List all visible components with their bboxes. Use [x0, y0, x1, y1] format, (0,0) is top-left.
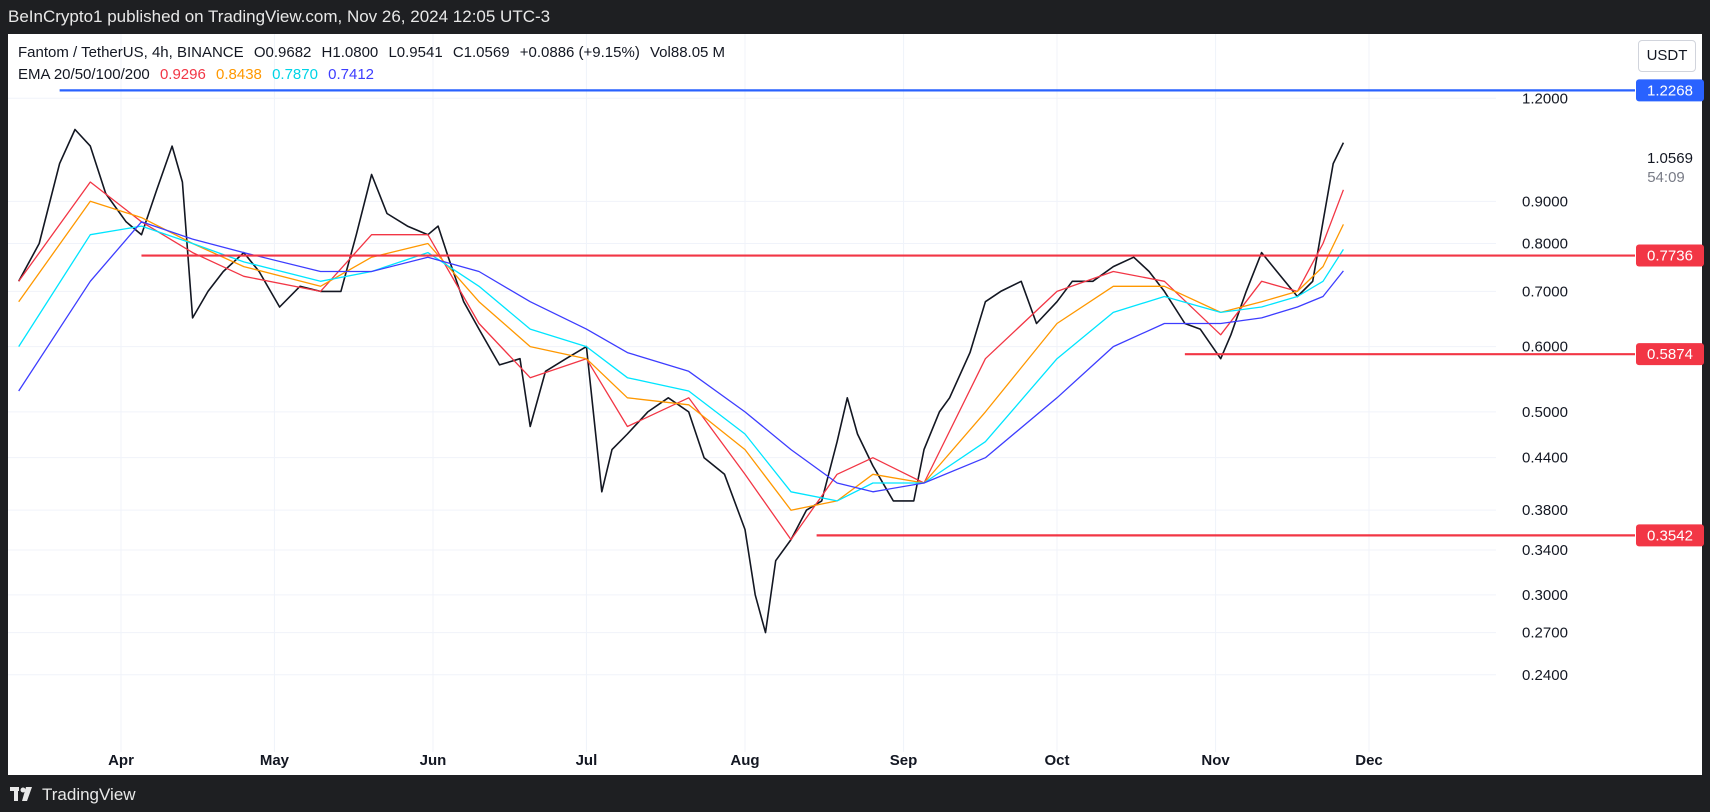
x-tick-label: Jul	[576, 752, 598, 769]
y-tick-label: 0.7000	[1522, 283, 1568, 300]
price-series-line	[17, 128, 1345, 634]
x-tick-label: Oct	[1044, 752, 1069, 769]
level-price-tag	[1636, 524, 1704, 547]
ema100-value: 0.7870	[272, 66, 318, 83]
level-price-label: 1.2268	[1647, 82, 1693, 99]
legend-line-ema: EMA 20/50/100/200 0.9296 0.8438 0.7870 0…	[18, 64, 731, 86]
level-price-label: 0.5874	[1647, 346, 1693, 363]
current-price-label: 1.0569	[1647, 150, 1693, 167]
ema-series-line	[18, 200, 1344, 511]
currency-button[interactable]: USDT	[1638, 40, 1696, 72]
chart-legend: Fantom / TetherUS, 4h, BINANCE O0.9682 H…	[18, 42, 731, 86]
y-tick-label: 1.2000	[1522, 90, 1568, 107]
y-tick-label: 0.2700	[1522, 625, 1568, 642]
tradingview-logo[interactable]: TradingView	[10, 778, 136, 812]
legend-line-ohlc: Fantom / TetherUS, 4h, BINANCE O0.9682 H…	[18, 42, 731, 64]
y-tick-label: 0.4400	[1522, 450, 1568, 467]
level-price-label: 0.7736	[1647, 248, 1693, 265]
publish-header: BeInCrypto1 published on TradingView.com…	[0, 0, 1710, 34]
open-value: O0.9682	[253, 44, 312, 61]
chart-panel[interactable]	[8, 34, 1702, 775]
y-tick-label: 0.5000	[1522, 404, 1568, 421]
x-tick-label: Apr	[108, 752, 134, 769]
level-price-tag	[1636, 244, 1704, 267]
y-tick-label: 0.6000	[1522, 339, 1568, 356]
publish-text: BeInCrypto1 published on TradingView.com…	[8, 7, 551, 26]
x-tick-label: Dec	[1355, 752, 1383, 769]
symbol-label[interactable]: Fantom / TetherUS, 4h, BINANCE	[18, 44, 244, 61]
ema200-value: 0.7412	[328, 66, 375, 83]
tradingview-icon	[10, 787, 32, 801]
brand-label: TradingView	[42, 785, 136, 804]
y-tick-label: 0.3400	[1522, 542, 1568, 559]
y-tick-label: 0.2400	[1522, 667, 1568, 684]
high-value: H1.0800	[321, 44, 379, 61]
countdown-label: 54:09	[1647, 169, 1685, 186]
ema-series-line	[18, 225, 1344, 502]
x-tick-label: Jun	[420, 752, 447, 769]
ema-series-line	[18, 221, 1344, 493]
x-tick-label: Sep	[890, 752, 918, 769]
level-price-tag	[1636, 79, 1704, 102]
y-tick-label: 0.3000	[1522, 587, 1568, 604]
close-value: C1.0569	[452, 44, 510, 61]
x-tick-label: Aug	[730, 752, 759, 769]
x-tick-label: May	[260, 752, 290, 769]
level-price-label: 0.3542	[1647, 527, 1693, 544]
ema-label[interactable]: EMA 20/50/100/200	[18, 66, 150, 83]
y-tick-label: 0.3800	[1522, 502, 1568, 519]
y-tick-label: 0.9000	[1522, 193, 1568, 210]
y-tick-label: 0.8000	[1522, 236, 1568, 253]
ema50-value: 0.8438	[216, 66, 262, 83]
footer-bar: TradingView	[0, 778, 1710, 812]
ema20-value: 0.9296	[159, 66, 206, 83]
volume-value: Vol88.05 M	[650, 44, 726, 61]
x-tick-label: Nov	[1201, 752, 1230, 769]
low-value: L0.9541	[388, 44, 443, 61]
change-value: +0.0886 (+9.15%)	[519, 44, 640, 61]
ema-series-line	[18, 181, 1345, 541]
level-price-tag	[1636, 343, 1704, 366]
